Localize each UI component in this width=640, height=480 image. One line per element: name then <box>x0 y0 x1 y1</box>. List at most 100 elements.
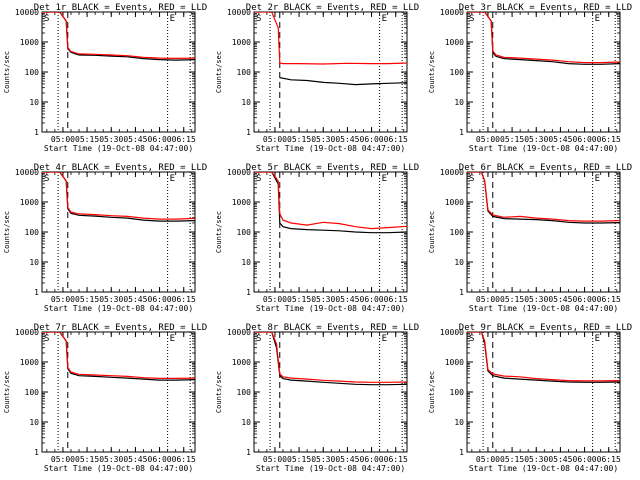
x-tick-label: 05:00 <box>476 295 500 304</box>
x-tick-label: 05:15 <box>500 135 524 144</box>
y-tick-label: 100 <box>25 68 40 77</box>
x-tick-label: 05:00 <box>51 455 75 464</box>
x-tick-label: 05:15 <box>75 455 99 464</box>
start-marker-label: S <box>256 334 261 344</box>
x-tick-label: 05:30 <box>524 455 548 464</box>
panel-6: Det 6r BLACK = Events, RED = LLD Counts/s… <box>428 163 632 313</box>
x-tick-label: 05:15 <box>75 135 99 144</box>
y-axis-label: Counts/sec <box>215 51 223 93</box>
start-marker-label: S <box>44 174 49 184</box>
y-tick-label: 100 <box>237 68 252 77</box>
x-tick-label: 05:30 <box>99 135 123 144</box>
y-tick-label: 100 <box>450 388 465 397</box>
x-tick-label: 05:45 <box>123 295 147 304</box>
x-tick-label: 05:30 <box>311 135 335 144</box>
x-tick-label: 05:15 <box>500 295 524 304</box>
start-marker-label: S <box>44 334 49 344</box>
panel-7: Det 7r BLACK = Events, RED = LLD Counts/s… <box>3 323 207 473</box>
y-tick-label: 10000 <box>227 8 251 17</box>
y-tick-label: 1000 <box>232 38 251 47</box>
y-tick-label: 1000 <box>232 198 251 207</box>
y-axis-label: Counts/sec <box>215 211 223 253</box>
end-marker-label: E <box>382 174 387 184</box>
y-tick-label: 10 <box>241 258 251 267</box>
lld-series-line <box>467 172 620 222</box>
start-marker-label: S <box>469 14 474 24</box>
y-tick-label: 1 <box>246 448 251 457</box>
x-tick-label: 05:15 <box>500 455 524 464</box>
x-axis-label: Start Time (19-Oct-08 04:47:00) <box>44 464 193 473</box>
y-tick-label: 100 <box>450 68 465 77</box>
x-tick-label: 06:00 <box>573 135 597 144</box>
lld-series-line <box>254 12 407 65</box>
y-tick-label: 100 <box>450 228 465 237</box>
y-tick-label: 1 <box>459 448 464 457</box>
x-tick-label: 05:00 <box>51 135 75 144</box>
end-marker-label: E <box>595 334 600 344</box>
start-marker-label: S <box>44 14 49 24</box>
y-tick-label: 1 <box>459 288 464 297</box>
y-tick-label: 10000 <box>15 8 39 17</box>
plot-frame <box>466 11 621 133</box>
x-tick-label: 05:30 <box>524 135 548 144</box>
x-axis-label: Start Time (19-Oct-08 04:47:00) <box>256 144 405 153</box>
x-tick-label: 05:30 <box>311 455 335 464</box>
x-tick-label: 05:30 <box>524 295 548 304</box>
x-tick-label: 06:15 <box>384 455 408 464</box>
start-marker-label: S <box>256 14 261 24</box>
x-axis-label: Start Time (19-Oct-08 04:47:00) <box>256 304 405 313</box>
y-tick-label: 10 <box>454 98 464 107</box>
y-tick-label: 100 <box>25 228 40 237</box>
plot-frame <box>253 11 408 133</box>
y-tick-label: 10 <box>241 418 251 427</box>
x-axis-label: Start Time (19-Oct-08 04:47:00) <box>469 304 618 313</box>
y-tick-label: 10 <box>454 418 464 427</box>
panel-8: Det 8r BLACK = Events, RED = LLD Counts/s… <box>215 323 419 473</box>
x-tick-label: 06:00 <box>148 295 172 304</box>
x-axis-label: Start Time (19-Oct-08 04:47:00) <box>256 464 405 473</box>
x-axis-label: Start Time (19-Oct-08 04:47:00) <box>44 304 193 313</box>
plot-frame <box>253 171 408 293</box>
x-tick-label: 05:00 <box>263 135 287 144</box>
x-axis-label: Start Time (19-Oct-08 04:47:00) <box>469 464 618 473</box>
y-tick-label: 1 <box>34 448 39 457</box>
x-tick-label: 05:15 <box>287 455 311 464</box>
y-tick-label: 10 <box>29 258 39 267</box>
y-axis-label: Counts/sec <box>428 371 436 413</box>
y-tick-label: 1000 <box>445 38 464 47</box>
x-tick-label: 05:30 <box>99 295 123 304</box>
y-tick-label: 1000 <box>20 198 39 207</box>
x-tick-label: 06:15 <box>597 455 621 464</box>
x-tick-label: 05:15 <box>287 135 311 144</box>
y-tick-label: 100 <box>237 228 252 237</box>
panel-title: Det 3r BLACK = Events, RED = LLD <box>459 3 632 13</box>
y-tick-label: 10 <box>454 258 464 267</box>
x-axis-label: Start Time (19-Oct-08 04:47:00) <box>469 144 618 153</box>
end-marker-label: E <box>170 334 175 344</box>
plot-frame <box>466 331 621 453</box>
x-tick-label: 05:00 <box>263 455 287 464</box>
x-tick-label: 06:00 <box>573 295 597 304</box>
y-tick-label: 10000 <box>15 168 39 177</box>
x-tick-label: 05:45 <box>123 135 147 144</box>
x-tick-label: 06:00 <box>573 455 597 464</box>
x-tick-label: 06:15 <box>384 135 408 144</box>
x-tick-label: 05:45 <box>548 455 572 464</box>
y-tick-label: 10 <box>241 98 251 107</box>
x-axis-label: Start Time (19-Oct-08 04:47:00) <box>44 144 193 153</box>
x-tick-label: 05:45 <box>335 135 359 144</box>
y-axis-label: Counts/sec <box>3 51 11 93</box>
y-tick-label: 10000 <box>15 328 39 337</box>
lld-series-line <box>42 332 195 379</box>
y-tick-label: 10000 <box>227 328 251 337</box>
y-tick-label: 10 <box>29 418 39 427</box>
x-tick-label: 05:15 <box>75 295 99 304</box>
lld-series-line <box>254 172 407 230</box>
y-tick-label: 100 <box>237 388 252 397</box>
panel-3: Det 3r BLACK = Events, RED = LLD Counts/s… <box>428 3 632 153</box>
x-tick-label: 06:00 <box>148 455 172 464</box>
end-marker-label: E <box>595 174 600 184</box>
x-tick-label: 05:30 <box>99 455 123 464</box>
x-tick-label: 05:45 <box>335 295 359 304</box>
y-tick-label: 100 <box>25 388 40 397</box>
